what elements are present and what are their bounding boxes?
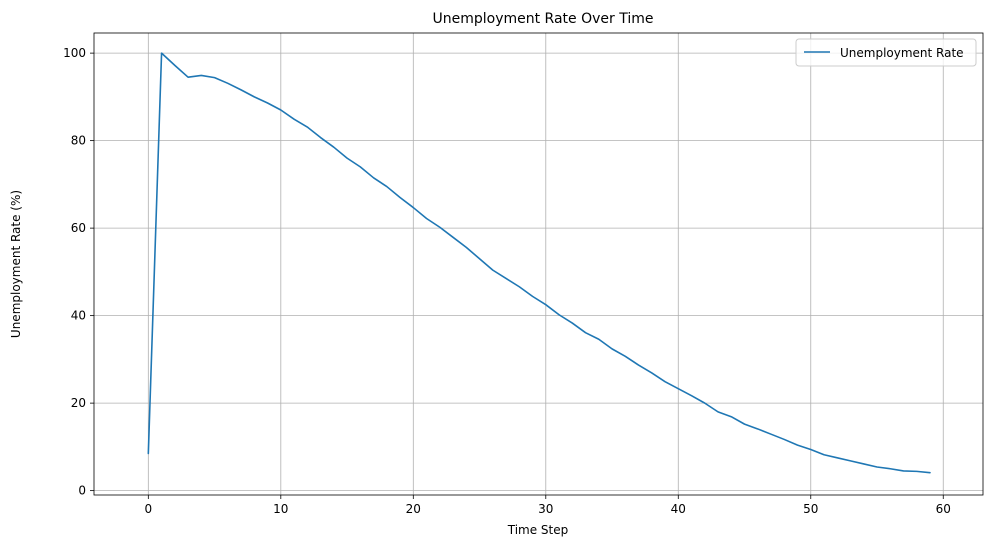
chart-title: Unemployment Rate Over Time [433, 11, 654, 27]
x-axis: 0 10 20 30 40 50 60 [145, 495, 951, 516]
y-tick-label: 80 [71, 134, 86, 148]
legend-label-unemployment-rate: Unemployment Rate [840, 46, 964, 60]
y-tick-label: 100 [63, 46, 86, 60]
y-axis-label: Unemployment Rate (%) [9, 190, 23, 338]
x-tick-label: 30 [538, 502, 553, 516]
y-tick-label: 0 [78, 484, 86, 498]
x-tick-label: 10 [273, 502, 288, 516]
x-tick-label: 60 [936, 502, 951, 516]
y-axis: 0 20 40 60 80 100 [63, 46, 94, 498]
y-tick-label: 20 [71, 396, 86, 410]
x-tick-label: 0 [145, 502, 153, 516]
plot-area-frame [93, 32, 984, 496]
legend-box [795, 38, 977, 67]
x-axis-label: Time Step [507, 523, 569, 537]
legend: Unemployment Rate [795, 38, 977, 67]
x-tick-label: 50 [803, 502, 818, 516]
y-tick-label: 60 [71, 221, 86, 235]
y-tick-label: 40 [71, 309, 86, 323]
series-layer [147, 52, 931, 474]
series-line-unemployment-rate [147, 52, 931, 474]
x-tick-label: 20 [406, 502, 421, 516]
x-tick-label: 40 [671, 502, 686, 516]
grid [94, 33, 983, 495]
